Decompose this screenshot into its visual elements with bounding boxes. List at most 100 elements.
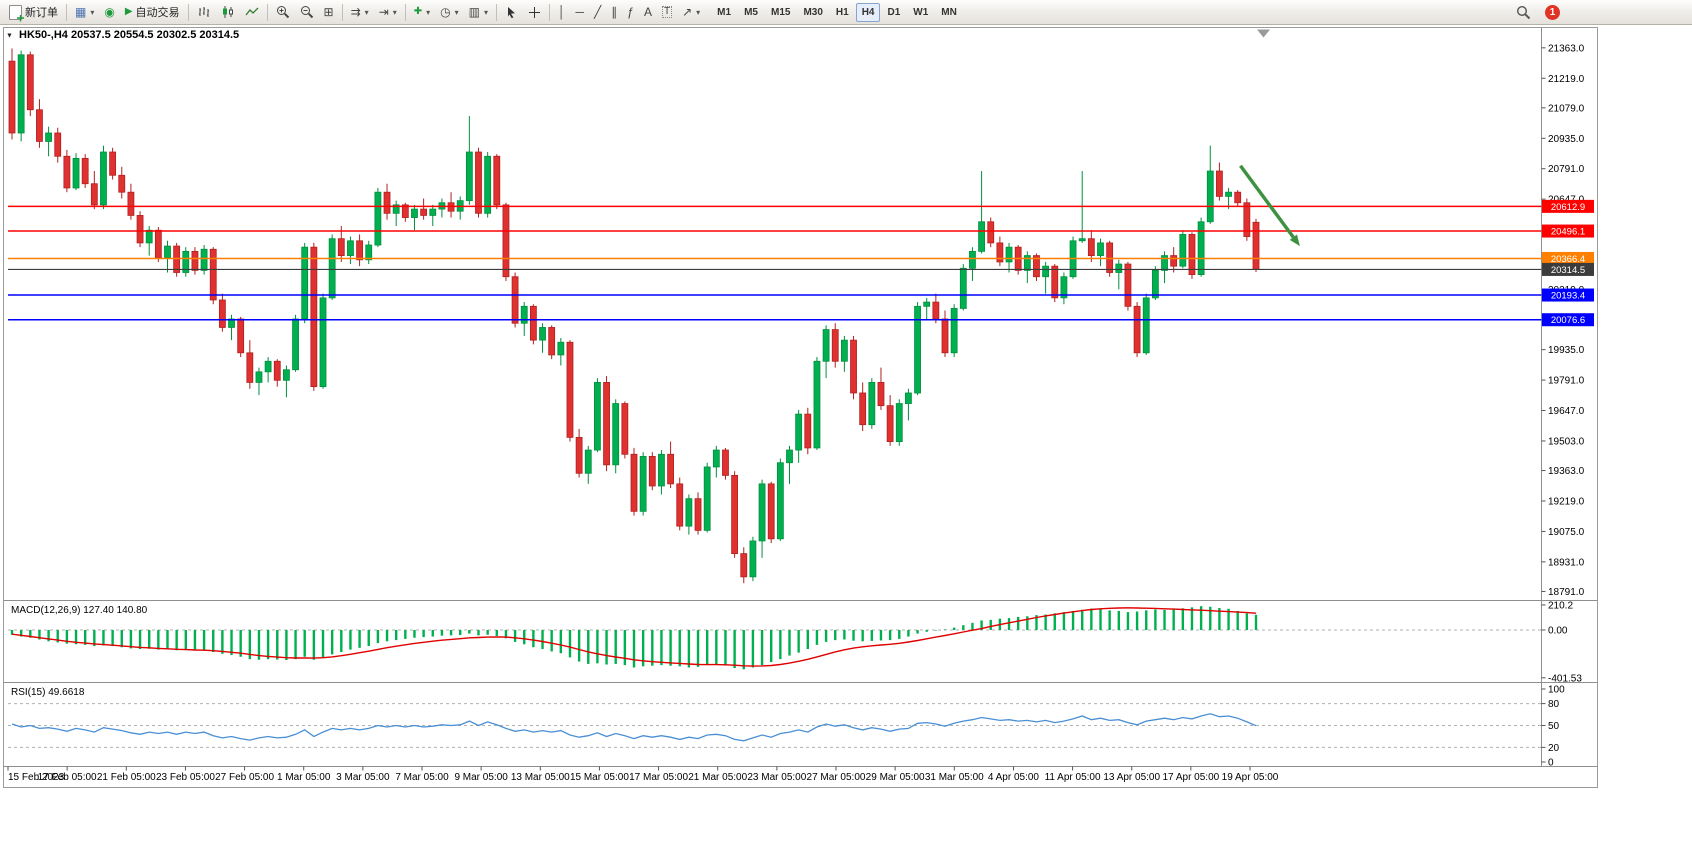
svg-text:13 Mar 05:00: 13 Mar 05:00 <box>511 772 570 783</box>
timeframe-w1-button[interactable]: W1 <box>907 3 934 22</box>
trend-arrow-annotation[interactable] <box>1239 164 1300 247</box>
ohlc-readout: ▼ HK50-,H4 20537.5 20554.5 20302.5 20314.… <box>6 29 239 41</box>
chevron-down-icon: ▾ <box>90 7 95 17</box>
vertical-line-tool-button[interactable]: │ <box>553 2 571 23</box>
svg-text:20791.0: 20791.0 <box>1548 164 1585 175</box>
svg-text:21 Feb 05:00: 21 Feb 05:00 <box>97 772 156 783</box>
search-button[interactable] <box>1511 2 1536 23</box>
timeframe-group: M1 M5 M15 M30 H1 H4 D1 W1 MN <box>711 2 963 22</box>
bar-chart-icon <box>198 7 209 17</box>
svg-text:20076.6: 20076.6 <box>1551 315 1585 326</box>
svg-text:18931.0: 18931.0 <box>1548 557 1585 568</box>
fibonacci-tool-button[interactable]: ƒ <box>622 2 639 23</box>
line-chart-mode-button[interactable] <box>240 2 264 23</box>
svg-text:19075.0: 19075.0 <box>1548 527 1585 538</box>
svg-text:19219.0: 19219.0 <box>1548 496 1585 507</box>
auto-scroll-button[interactable]: ⇉ ▾ <box>346 2 374 23</box>
svg-text:17 Feb 05:00: 17 Feb 05:00 <box>38 772 97 783</box>
algo-trading-label: 自动交易 <box>135 7 180 19</box>
timeframe-m5-button[interactable]: M5 <box>738 3 764 22</box>
arrows-tool-button[interactable]: ↗ ▾ <box>677 2 705 23</box>
svg-text:20193.4: 20193.4 <box>1551 291 1585 302</box>
tile-windows-button[interactable]: ⊞ <box>319 2 339 23</box>
toolbar-right-tools: 1 <box>1511 2 1560 23</box>
toolbar-separator <box>341 3 343 21</box>
horizontal-line-icon: ─ <box>575 5 585 19</box>
toolbar-separator <box>549 3 551 21</box>
timeframe-m1-button[interactable]: M1 <box>711 3 737 22</box>
timeframe-m15-button[interactable]: M15 <box>765 3 796 22</box>
price-badge <box>1542 262 1594 276</box>
macd-histogram <box>10 606 1258 670</box>
template-icon: ▥ <box>468 5 481 19</box>
text-tool-icon: A <box>643 5 652 19</box>
toolbar-separator <box>66 3 67 21</box>
crosshair-button[interactable] <box>523 2 546 23</box>
svg-text:9 Mar 05:00: 9 Mar 05:00 <box>454 772 508 783</box>
timeframe-mn-button[interactable]: MN <box>935 3 963 22</box>
text-label-icon: T <box>661 6 673 18</box>
periods-button[interactable]: ◷ ▾ <box>435 2 464 23</box>
tile-windows-icon: ⊞ <box>323 5 334 19</box>
horizontal-line-tool-button[interactable]: ─ <box>571 2 590 23</box>
svg-text:27 Mar 05:00: 27 Mar 05:00 <box>807 772 866 783</box>
algo-play-icon: ▶ <box>124 6 133 17</box>
timeframe-d1-button[interactable]: D1 <box>881 3 906 22</box>
chart-canvas[interactable]: 21363.021219.021079.020935.020791.020647… <box>0 25 1692 851</box>
rsi-line <box>11 713 1257 742</box>
text-tool-button[interactable]: A <box>639 2 657 23</box>
algo-trading-button[interactable]: ▶ 自动交易 <box>120 2 185 23</box>
svg-text:13 Apr 05:00: 13 Apr 05:00 <box>1103 772 1160 783</box>
svg-text:23 Feb 05:00: 23 Feb 05:00 <box>156 772 215 783</box>
svg-text:19363.0: 19363.0 <box>1548 466 1585 477</box>
svg-text:50: 50 <box>1548 721 1560 732</box>
svg-text:18791.0: 18791.0 <box>1548 587 1585 598</box>
crosshair-icon <box>529 6 541 18</box>
timeframe-h4-button[interactable]: H4 <box>855 2 881 22</box>
timeframe-m30-button[interactable]: M30 <box>797 3 828 22</box>
new-chart-button[interactable]: ▦ ▾ <box>70 2 99 23</box>
svg-text:31 Mar 05:00: 31 Mar 05:00 <box>925 772 984 783</box>
svg-text:7 Mar 05:00: 7 Mar 05:00 <box>395 772 449 783</box>
new-chart-icon: ▦ <box>75 5 87 19</box>
timeframe-h1-button[interactable]: H1 <box>830 3 855 22</box>
trendline-tool-button[interactable]: ╱ <box>589 2 606 23</box>
svg-text:17 Apr 05:00: 17 Apr 05:00 <box>1162 772 1219 783</box>
arrow-object-icon: ↗ <box>682 5 693 19</box>
svg-text:20496.1: 20496.1 <box>1551 227 1585 238</box>
zoom-out-button[interactable] <box>295 2 319 23</box>
svg-text:19935.0: 19935.0 <box>1548 345 1585 356</box>
toolbar-separator <box>266 3 268 21</box>
cursor-button[interactable] <box>500 2 523 23</box>
chart-shift-marker[interactable] <box>1257 29 1270 38</box>
templates-button[interactable]: ▥ ▾ <box>464 2 493 23</box>
chart-shift-icon: ⇥ <box>378 5 389 19</box>
svg-text:3 Mar 05:00: 3 Mar 05:00 <box>336 772 390 783</box>
new-order-button[interactable]: 新订单 <box>4 2 63 23</box>
chart-shift-button[interactable]: ⇥ ▾ <box>374 2 402 23</box>
svg-text:27 Feb 05:00: 27 Feb 05:00 <box>215 772 274 783</box>
text-label-tool-button[interactable]: T <box>657 2 677 23</box>
indicators-button[interactable]: ✚ ▾ <box>409 2 435 23</box>
svg-text:-401.53: -401.53 <box>1548 673 1582 684</box>
community-icon: ◉ <box>104 5 115 19</box>
auto-scroll-icon: ⇉ <box>350 5 361 19</box>
channel-tool-button[interactable]: ∥ <box>606 2 622 23</box>
svg-text:21219.0: 21219.0 <box>1548 74 1585 85</box>
new-order-icon <box>9 4 22 20</box>
bar-chart-mode-button[interactable] <box>192 2 216 23</box>
notification-badge[interactable]: 1 <box>1545 4 1560 20</box>
chevron-down-icon: ▾ <box>426 7 431 17</box>
toolbar-separator <box>496 3 498 21</box>
candlestick-mode-button[interactable] <box>216 2 240 23</box>
chart-window-frame <box>3 27 1598 788</box>
macd-panel: MACD(12,26,9) 127.40 140.80 210.2 0.00 -401… <box>8 600 1582 684</box>
svg-text:29 Mar 05:00: 29 Mar 05:00 <box>866 772 925 783</box>
svg-text:4 Apr 05:00: 4 Apr 05:00 <box>988 772 1040 783</box>
zoom-in-button[interactable] <box>271 2 295 23</box>
svg-text:19647.0: 19647.0 <box>1548 406 1585 417</box>
community-button[interactable]: ◉ <box>99 2 119 23</box>
chevron-down-icon: ▾ <box>454 7 459 17</box>
